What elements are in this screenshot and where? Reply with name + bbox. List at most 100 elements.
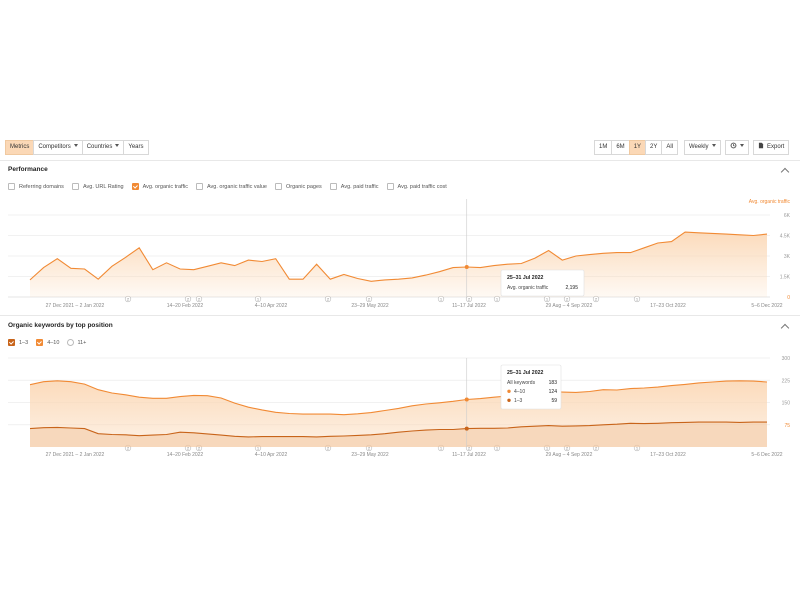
chart-toolbar: Metrics Competitors Countries Years 1M 6… [5, 140, 792, 156]
annotation-count: 2 [566, 298, 568, 302]
history-icon [730, 142, 737, 149]
y-tick-label: 1.5K [780, 275, 791, 281]
metric-label: Avg. URL Rating [82, 183, 124, 190]
metric-organic-pages[interactable]: Organic pages [275, 183, 322, 190]
range-1y-button[interactable]: 1Y [628, 140, 647, 155]
x-tick-label: 14–20 Feb 2022 [167, 303, 204, 309]
x-tick-label: 23–29 May 2022 [351, 452, 388, 458]
metric-label: Referring domains [19, 183, 64, 190]
annotation-count: 2 [566, 447, 568, 451]
x-tick-label: 5–6 Dec 2022 [751, 303, 782, 309]
divider [0, 315, 800, 316]
annotation-count: 2 [327, 447, 329, 451]
annotation-count: 2 [187, 298, 189, 302]
performance-metric-checkboxes: Referring domains Avg. URL Rating Avg. o… [8, 183, 455, 190]
annotations-dropdown[interactable] [725, 140, 749, 155]
series-line-1-3 [29, 421, 767, 438]
competitors-label: Competitors [38, 144, 71, 150]
metric-avg-url-rating[interactable]: Avg. URL Rating [71, 183, 124, 190]
annotation-count: 1 [440, 298, 442, 302]
collapse-performance-icon[interactable] [780, 167, 790, 177]
tooltip-row-label: 4–10 [514, 389, 525, 395]
traffic-area [30, 232, 767, 297]
checkbox-icon [71, 183, 79, 190]
x-tick-label: 5–6 Dec 2022 [751, 452, 782, 458]
annotation-count: 1 [636, 298, 638, 302]
traffic-series-line [29, 231, 768, 282]
series-line-4-10 [29, 380, 768, 416]
metric-avg-paid-traffic[interactable]: Avg. paid traffic [329, 183, 379, 190]
range-all-button[interactable]: All [661, 140, 679, 155]
hover-point [464, 426, 469, 431]
area-1-3 [30, 422, 767, 447]
divider [0, 160, 800, 161]
interval-dropdown[interactable]: Weekly [684, 140, 721, 155]
document-icon [758, 142, 764, 149]
range-2y-button[interactable]: 2Y [645, 140, 663, 155]
x-tick-label: 4–10 Apr 2022 [255, 303, 288, 309]
annotation-count: 2 [368, 447, 370, 451]
checkbox-icon [386, 183, 394, 190]
metric-label: Organic pages [286, 183, 322, 190]
x-tick-label: 17–23 Oct 2022 [650, 303, 686, 309]
performance-title: Performance [8, 166, 48, 173]
countries-label: Countries [86, 144, 113, 150]
x-tick-label: 27 Dec 2021 – 2 Jan 2022 [46, 303, 105, 309]
tooltip-box [500, 269, 585, 297]
checkbox-icon [275, 183, 282, 190]
metric-avg-organic-traffic[interactable]: Avg. organic traffic [131, 183, 188, 190]
range-1m-button[interactable]: 1M [594, 140, 613, 155]
tooltip-label: Avg. organic traffic [507, 285, 549, 291]
annotation-count: 2 [198, 447, 200, 451]
metric-referring-domains[interactable]: Referring domains [8, 183, 64, 190]
tooltip-swatch [507, 398, 511, 402]
competitors-dropdown[interactable]: Competitors [33, 140, 83, 155]
annotation-count: 2 [595, 447, 597, 451]
tooltip-row-value: 59 [551, 398, 557, 404]
x-tick-label: 11–17 Jul 2022 [452, 452, 486, 458]
y-axis-title: Avg. organic traffic [749, 199, 791, 205]
y-tick-label: 0 [787, 295, 790, 301]
checkbox-icon [195, 183, 203, 190]
y-tick-label: 75 [784, 423, 790, 429]
tooltip-date: 25–31 Jul 2022 [507, 370, 543, 376]
metrics-button[interactable]: Metrics [5, 140, 35, 155]
metric-avg-paid-traffic-cost[interactable]: Avg. paid traffic cost [386, 183, 447, 190]
tooltip-row-value: 124 [549, 389, 558, 395]
tooltip-box [500, 364, 562, 410]
collapse-keywords-icon[interactable] [780, 323, 790, 333]
annotation-count: 2 [595, 298, 597, 302]
metric-avg-organic-traffic-value[interactable]: Avg. organic traffic value [195, 183, 267, 190]
y-tick-label: 6K [784, 213, 791, 219]
legend-4-10[interactable]: 4–10 [36, 339, 59, 346]
annotation-count: 1 [257, 447, 259, 451]
legend-label: 4–10 [47, 339, 60, 346]
export-label: Export [767, 144, 785, 150]
tooltip-swatch [507, 389, 511, 393]
range-6m-button[interactable]: 6M [611, 140, 630, 155]
annotation-count: 1 [257, 298, 259, 302]
annotation-count: 1 [496, 447, 498, 451]
x-tick-label: 27 Dec 2021 – 2 Jan 2022 [46, 452, 105, 458]
legend-top-3[interactable]: 1–3 [8, 339, 28, 346]
annotation-count: 2 [187, 447, 189, 451]
annotation-count: 2 [198, 298, 200, 302]
organic-keywords-chart[interactable]: 75 150 225 300 27 Dec 2021 – 2 Jan 2022 14–20… [0, 350, 800, 460]
annotation-count: 1 [440, 447, 442, 451]
metric-label: Avg. paid traffic [340, 183, 379, 190]
keyword-position-legend: 1–3 4–10 11+ [8, 339, 94, 346]
annotation-count: 1 [546, 298, 548, 302]
tooltip-row-label: 1–3 [514, 398, 523, 404]
legend-11-plus[interactable]: 11+ [67, 339, 86, 346]
years-button[interactable]: Years [123, 140, 149, 155]
y-tick-label: 3K [784, 254, 791, 260]
tooltip-row-value: 183 [549, 380, 558, 386]
export-button[interactable]: Export [753, 140, 790, 155]
y-tick-label: 4.5K [780, 234, 791, 240]
x-tick-label: 11–17 Jul 2022 [452, 303, 486, 309]
annotation-count: 2 [468, 298, 470, 302]
organic-traffic-chart[interactable]: Avg. organic traffic 0 1.5K 3K 4.5K 6K 27 Dec … [0, 194, 800, 314]
y-tick-label: 150 [782, 401, 791, 407]
countries-dropdown[interactable]: Countries [81, 140, 125, 155]
legend-label: 11+ [77, 339, 87, 346]
